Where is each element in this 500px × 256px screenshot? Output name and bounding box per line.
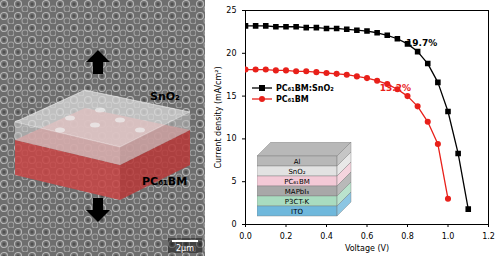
svg-text:MAPbI₃: MAPbI₃ bbox=[285, 188, 310, 196]
svg-text:SnO₂: SnO₂ bbox=[150, 90, 180, 103]
svg-text:0.6: 0.6 bbox=[361, 232, 374, 241]
svg-text:0.4: 0.4 bbox=[320, 232, 333, 241]
svg-text:1.2: 1.2 bbox=[482, 232, 495, 241]
html-text:PC₆₁BM:SnO₂: PC₆₁BM:SnO₂ bbox=[276, 83, 334, 93]
svg-text:19.7%: 19.7% bbox=[406, 38, 437, 48]
svg-text:0: 0 bbox=[231, 220, 236, 229]
svg-text:5: 5 bbox=[231, 177, 236, 186]
svg-text:Voltage (V): Voltage (V) bbox=[345, 244, 389, 253]
svg-text:25: 25 bbox=[226, 6, 236, 15]
svg-text:0.8: 0.8 bbox=[401, 232, 414, 241]
svg-text:0.0: 0.0 bbox=[239, 232, 252, 241]
svg-text:Current density (mA/cm²): Current density (mA/cm²) bbox=[214, 66, 223, 168]
svg-text:20: 20 bbox=[226, 49, 236, 58]
svg-text:10: 10 bbox=[226, 134, 236, 143]
svg-text:2μm: 2μm bbox=[176, 244, 194, 253]
svg-text:1.0: 1.0 bbox=[442, 232, 455, 241]
svg-text:SnO₂: SnO₂ bbox=[289, 168, 306, 176]
svg-text:13.2%: 13.2% bbox=[380, 83, 411, 93]
svg-text:P3CT-K: P3CT-K bbox=[285, 198, 310, 206]
svg-text:PC₆₁BM: PC₆₁BM bbox=[284, 178, 310, 186]
svg-text:ITO: ITO bbox=[291, 208, 303, 216]
svg-text:15: 15 bbox=[226, 92, 236, 101]
svg-text:0.2: 0.2 bbox=[280, 232, 293, 241]
svg-text:Al: Al bbox=[294, 158, 301, 166]
svg-text:PC₆₁BM: PC₆₁BM bbox=[142, 175, 187, 188]
html-text:PC₆₁BM: PC₆₁BM bbox=[276, 94, 309, 104]
